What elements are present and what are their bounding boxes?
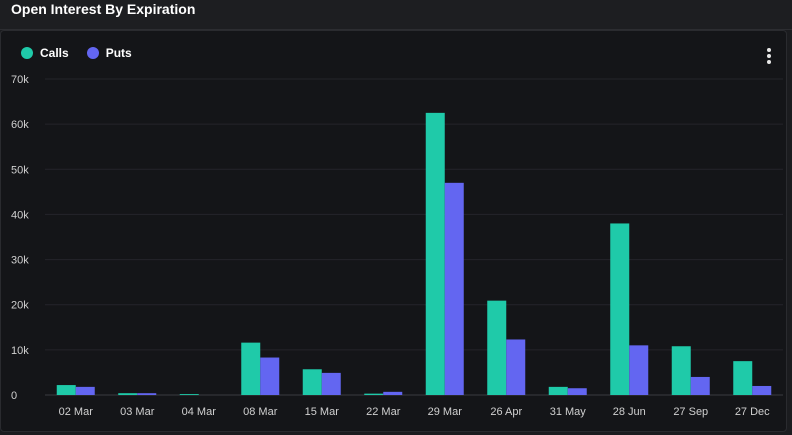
bar-puts[interactable] (137, 393, 157, 395)
bar-puts[interactable] (260, 357, 280, 395)
more-vertical-icon-dot (767, 54, 771, 58)
bar-calls[interactable] (610, 223, 630, 395)
y-tick-label: 30k (11, 255, 29, 267)
bar-calls[interactable] (671, 346, 691, 395)
legend-label-calls: Calls (40, 46, 69, 60)
bar-puts[interactable] (75, 386, 95, 395)
bar-calls[interactable] (56, 385, 76, 395)
bar-puts[interactable] (383, 391, 403, 395)
chart-header: Open Interest By Expiration (0, 0, 792, 30)
x-tick-label: 15 Mar (305, 406, 340, 418)
x-tick-label: 28 Jun (613, 406, 646, 418)
y-tick-label: 60k (11, 119, 29, 131)
bar-puts[interactable] (690, 376, 710, 395)
y-tick-label: 20k (11, 300, 29, 312)
bar-calls[interactable] (425, 112, 445, 395)
x-tick-label: 27 Sep (673, 406, 708, 418)
bar-puts[interactable] (567, 388, 587, 395)
puts-legend-dot-icon (86, 47, 99, 59)
bar-calls[interactable] (364, 393, 384, 395)
y-tick-label: 0 (11, 390, 17, 402)
more-options-button[interactable] (761, 46, 777, 66)
legend-label-puts: Puts (105, 46, 132, 60)
x-tick-label: 27 Dec (735, 406, 770, 418)
x-tick-label: 22 Mar (366, 406, 401, 418)
x-tick-label: 31 May (550, 406, 587, 418)
x-tick-label: 02 Mar (59, 406, 94, 418)
y-tick-label: 50k (11, 164, 29, 176)
y-tick-label: 40k (11, 209, 29, 221)
bar-calls[interactable] (118, 393, 138, 395)
bar-puts[interactable] (444, 182, 464, 395)
x-tick-label: 08 Mar (243, 406, 278, 418)
bar-calls[interactable] (241, 342, 261, 395)
calls-legend-dot-icon (21, 47, 33, 59)
more-vertical-icon (767, 48, 771, 52)
x-tick-label: 03 Mar (120, 406, 155, 418)
y-tick-label: 70k (11, 74, 29, 86)
legend-item-puts[interactable]: Puts (86, 46, 132, 60)
bar-puts[interactable] (321, 372, 341, 395)
bar-puts[interactable] (506, 339, 526, 395)
bar-puts[interactable] (752, 385, 772, 395)
legend-item-calls[interactable]: Calls (21, 46, 69, 60)
chart-legend: Calls Puts (21, 46, 150, 60)
bar-calls[interactable] (548, 386, 568, 395)
bar-puts[interactable] (629, 345, 649, 395)
bar-calls[interactable] (733, 361, 753, 395)
chart-title: Open Interest By Expiration (11, 1, 196, 17)
y-tick-label: 10k (11, 345, 29, 357)
bar-calls[interactable] (302, 369, 322, 395)
x-tick-label: 26 Apr (490, 406, 522, 418)
bar-calls[interactable] (179, 394, 199, 395)
chart-panel: Calls Puts 0 10k 20k 30k 40k 50k 60k 70k 02 Mar 0… (0, 30, 787, 432)
x-tick-label: 04 Mar (182, 406, 217, 418)
bar-chart: 0 10k 20k 30k 40k 50k 60k 70k 02 Mar 03 Mar 04 Mar… (11, 74, 783, 418)
more-vertical-icon-dot (767, 60, 771, 64)
bar-calls[interactable] (487, 300, 507, 395)
x-tick-label: 29 Mar (428, 406, 463, 418)
